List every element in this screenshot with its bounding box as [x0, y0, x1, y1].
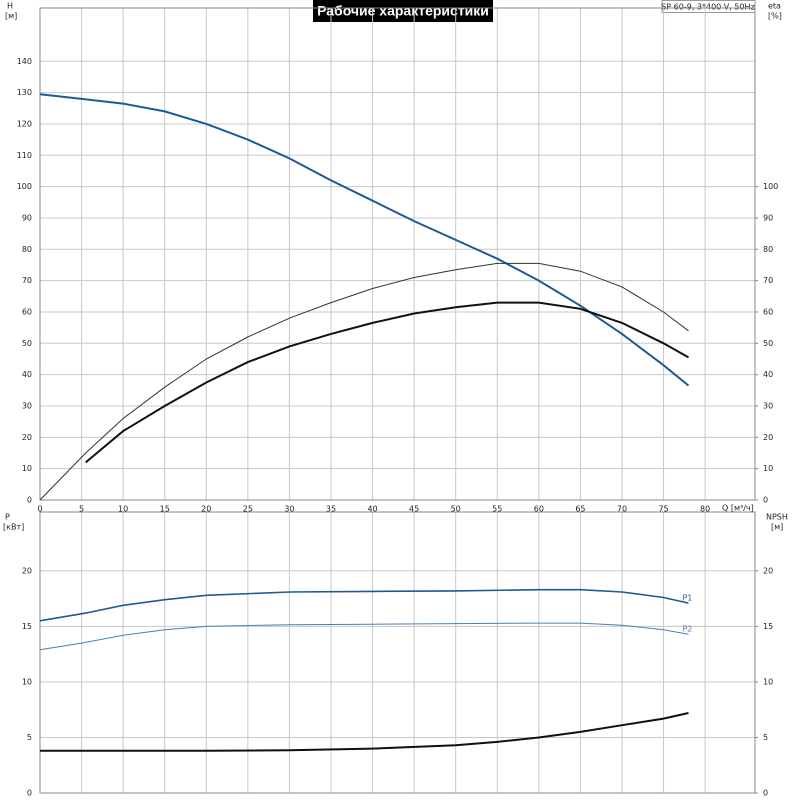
x-tick-label: 60: [534, 505, 544, 514]
y-tick-label: 60: [22, 307, 32, 316]
y2-tick-label: 90: [763, 213, 773, 222]
y2-tick-label: 60: [763, 307, 773, 316]
series-line: [39, 622, 689, 651]
y2-label: NPSH: [766, 513, 788, 522]
y-tick-label: 0: [27, 789, 32, 798]
y2-tick-label: 70: [763, 276, 773, 285]
annotation: SP 60-9, 3*400 V, 50Hz: [661, 3, 755, 12]
y-tick-label: 40: [22, 370, 32, 379]
y2-tick-label: 0: [763, 496, 768, 505]
y-label: H: [7, 2, 13, 11]
x-tick-label: 50: [451, 505, 461, 514]
series-label: P1: [682, 594, 692, 603]
x-tick-label: 30: [284, 505, 294, 514]
y2-tick-label: 50: [763, 339, 773, 348]
series-line: [39, 93, 690, 387]
series-line: [39, 262, 689, 501]
y-tick-label: 90: [22, 213, 32, 222]
y-tick-label: 20: [22, 566, 32, 575]
y2-tick-label: 30: [763, 401, 773, 410]
y-tick-label: 10: [22, 677, 32, 686]
x-tick-label: 35: [326, 505, 336, 514]
x-tick-label: 20: [201, 505, 211, 514]
y2-unit: [%]: [768, 12, 782, 21]
y2-label: eta: [768, 2, 781, 11]
y-unit: [кВт]: [3, 523, 24, 532]
y2-tick-label: 0: [763, 789, 768, 798]
x-tick-label: 0: [37, 505, 42, 514]
y2-tick-label: 20: [763, 433, 773, 442]
x-label: Q [м³/ч]: [722, 504, 754, 513]
y-tick-label: 15: [22, 622, 32, 631]
x-tick-label: 25: [243, 505, 253, 514]
y-tick-label: 50: [22, 339, 32, 348]
series-line: [85, 301, 689, 464]
y-tick-label: 70: [22, 276, 32, 285]
y2-unit: [м]: [771, 523, 783, 532]
y-unit: [м]: [5, 12, 17, 21]
x-tick-label: 80: [700, 505, 710, 514]
y-tick-label: 0: [27, 496, 32, 505]
y2-tick-label: 10: [763, 464, 773, 473]
y2-tick-label: 80: [763, 245, 773, 254]
x-tick-label: 70: [617, 505, 627, 514]
x-tick-label: 75: [658, 505, 668, 514]
chart-title: Рабочие характеристики: [317, 3, 489, 19]
x-tick-label: 55: [492, 505, 502, 514]
y2-tick-label: 20: [763, 566, 773, 575]
y2-tick-label: 15: [763, 622, 773, 631]
x-tick-label: 10: [118, 505, 128, 514]
y2-tick-label: 100: [763, 182, 778, 191]
y-tick-label: 30: [22, 401, 32, 410]
x-tick-label: 65: [575, 505, 585, 514]
title-box: [313, 0, 493, 22]
annotation-box: [661, 0, 756, 13]
y-tick-label: 120: [17, 119, 32, 128]
y-tick-label: 100: [17, 182, 32, 191]
y2-tick-label: 10: [763, 677, 773, 686]
series-label: P2: [682, 625, 692, 634]
y2-tick-label: 40: [763, 370, 773, 379]
series-line: [39, 588, 689, 622]
x-tick-label: 45: [409, 505, 419, 514]
y-tick-label: 20: [22, 433, 32, 442]
y-tick-label: 140: [17, 57, 32, 66]
y-tick-label: 5: [27, 733, 32, 742]
y-tick-label: 80: [22, 245, 32, 254]
y2-tick-label: 5: [763, 733, 768, 742]
x-tick-label: 15: [160, 505, 170, 514]
plot-frame: [39, 511, 756, 794]
y-tick-label: 130: [17, 88, 32, 97]
y-label: P: [5, 513, 10, 522]
y-tick-label: 10: [22, 464, 32, 473]
series-line: [40, 712, 689, 752]
plot-frame: [39, 7, 756, 501]
x-tick-label: 5: [79, 505, 84, 514]
y-tick-label: 110: [17, 151, 32, 160]
x-tick-label: 40: [367, 505, 377, 514]
